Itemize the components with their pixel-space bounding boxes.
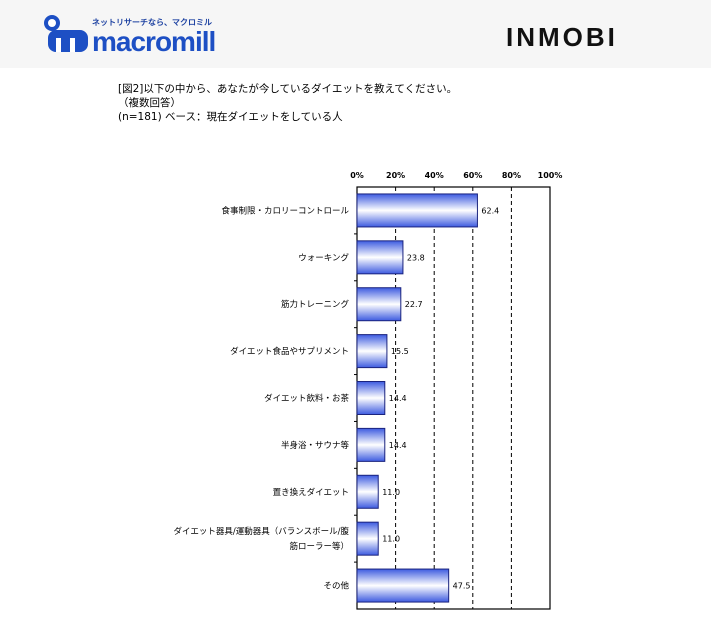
bar [356, 521, 379, 556]
bar [356, 193, 478, 228]
header-band: ネットリサーチなら、マクロミル macromill INMOBI [0, 0, 711, 68]
macromill-tagline: ネットリサーチなら、マクロミル [92, 18, 212, 27]
x-tick-label: 60% [463, 171, 482, 180]
bar [356, 427, 386, 462]
question-base: (n=181) ベース：現在ダイエットをしている人 [118, 111, 343, 123]
category-label: 半身浴・サウナ等 [281, 440, 350, 451]
inmobi-logo: INMOBI [506, 22, 618, 52]
category-label: ウォーキング [298, 252, 349, 263]
category-label: ダイエット飲料・お茶 [264, 393, 349, 404]
data-label: 22.7 [405, 300, 423, 309]
question-note: （複数回答） [118, 97, 181, 109]
bar [356, 240, 404, 275]
question-title: [図2]以下の中から、あなたが今しているダイエットを教えてください。 [118, 83, 458, 95]
category-label: ダイエット器具/運動器具（バランスボール/腹 [174, 526, 350, 537]
data-label: 11.0 [382, 535, 400, 544]
bar [356, 287, 402, 322]
bar [356, 381, 386, 415]
bar [356, 568, 450, 603]
category-label: 筋ローラー等） [289, 541, 349, 552]
category-label: 置き換えダイエット [273, 487, 349, 498]
data-label: 15.5 [391, 347, 409, 356]
x-tick-label: 20% [386, 171, 405, 180]
data-label: 11.0 [382, 488, 400, 497]
macromill-logo: macromill [92, 26, 216, 57]
category-label: ダイエット食品やサプリメント [230, 346, 349, 357]
data-label: 14.4 [389, 394, 407, 403]
bar [356, 474, 379, 509]
bar [356, 334, 388, 369]
category-label: 筋力トレーニング [281, 299, 350, 310]
data-label: 14.4 [389, 441, 407, 450]
x-tick-label: 80% [502, 171, 521, 180]
x-tick-label: 0% [350, 171, 364, 180]
category-label: 食事制限・カロリーコントロール [221, 205, 349, 216]
data-label: 62.4 [481, 206, 499, 215]
x-tick-label: 100% [538, 171, 563, 180]
data-label: 47.5 [453, 582, 471, 591]
data-label: 23.8 [407, 253, 425, 262]
category-label: その他 [323, 581, 349, 592]
x-tick-label: 40% [425, 171, 444, 180]
macromill-mascot-icon [44, 15, 88, 52]
